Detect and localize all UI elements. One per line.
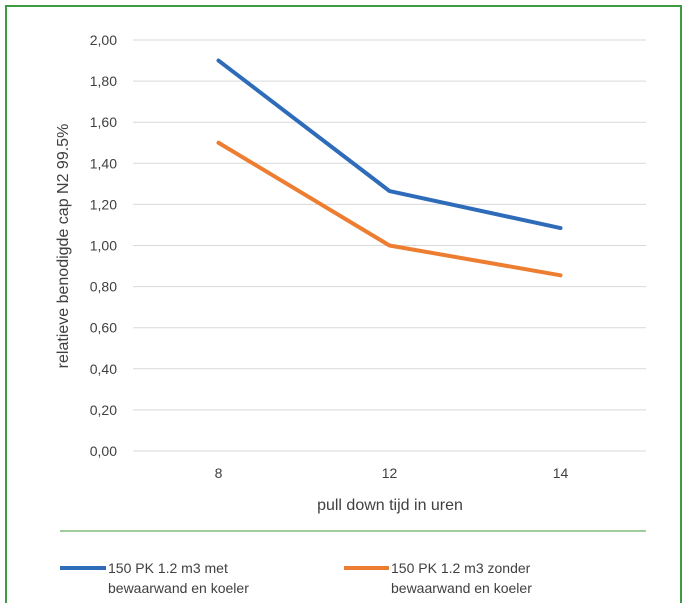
legend-item-series-2: 150 PK 1.2 m3 zonder bewaarwand en koele…	[344, 560, 532, 596]
y-tick-label: 1,80	[90, 73, 117, 89]
legend-label-series-1-line-2: bewaarwand en koeler	[108, 580, 249, 596]
y-tick-label: 0,40	[90, 361, 117, 377]
y-axis-title: relatieve benodigde cap N2 99.5%	[55, 124, 72, 369]
series-lines	[218, 60, 560, 275]
legend-label-series-2-line-2: bewaarwand en koeler	[391, 580, 532, 596]
y-tick-label: 1,40	[90, 155, 117, 171]
legend-label-series-1-line-1: 150 PK 1.2 m3 met	[108, 560, 228, 576]
x-axis-title: pull down tijd in uren	[317, 497, 463, 514]
y-tick-label: 0,00	[90, 443, 117, 459]
y-tick-label: 0,20	[90, 402, 117, 418]
legend-item-series-1: 150 PK 1.2 m3 met bewaarwand en koeler	[60, 560, 249, 596]
legend-label-series-2-line-1: 150 PK 1.2 m3 zonder	[391, 560, 531, 576]
series-line-1	[219, 61, 561, 228]
series-line-2	[219, 143, 561, 276]
y-tick-labels: 0,00 0,20 0,40 0,60 0,80 1,00 1,20 1,40 1,60 1,80…	[90, 32, 117, 459]
legend: 150 PK 1.2 m3 met bewaarwand en koeler 1…	[60, 560, 532, 596]
y-tick-label: 0,80	[90, 279, 117, 295]
y-tick-label: 1,00	[90, 238, 117, 254]
x-tick-labels: 8 12 14	[215, 465, 569, 481]
y-tick-label: 0,60	[90, 320, 117, 336]
y-tick-label: 1,60	[90, 114, 117, 130]
y-tick-label: 2,00	[90, 32, 117, 48]
x-tick-label: 14	[553, 465, 569, 481]
y-tick-label: 1,20	[90, 196, 117, 212]
x-tick-label: 8	[215, 465, 223, 481]
x-tick-label: 12	[382, 465, 398, 481]
